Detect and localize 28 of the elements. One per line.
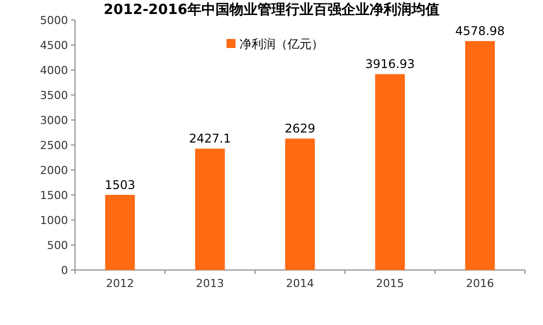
legend-label: 净利润（亿元） <box>240 37 324 51</box>
x-tick-label: 2015 <box>376 277 404 290</box>
x-tick-label: 2016 <box>466 277 494 290</box>
y-tick-label: 5000 <box>40 14 68 27</box>
y-tick-label: 2000 <box>40 164 68 177</box>
y-tick-label: 500 <box>47 239 68 252</box>
x-tick-label: 2013 <box>196 277 224 290</box>
chart-title: 2012-2016年中国物业管理行业百强企业净利润均值 <box>104 1 440 18</box>
bar <box>465 41 495 270</box>
bar <box>195 148 225 270</box>
data-label: 3916.93 <box>365 57 415 72</box>
y-tick-label: 4500 <box>40 39 68 52</box>
y-tick-label: 3000 <box>40 114 68 127</box>
data-label: 2629 <box>284 122 316 136</box>
data-label: 4578.98 <box>455 24 505 38</box>
y-tick-label: 0 <box>61 264 68 277</box>
y-tick-label: 3500 <box>40 89 68 102</box>
data-label: 2427.1 <box>189 132 231 146</box>
bar <box>105 194 135 270</box>
bar <box>285 138 315 270</box>
x-tick-label: 2012 <box>106 277 134 290</box>
data-label: 1503 <box>104 178 136 192</box>
y-tick-label: 2500 <box>40 139 68 152</box>
y-tick-label: 1500 <box>40 189 68 202</box>
y-tick-label: 1000 <box>40 214 68 227</box>
x-tick-label: 2014 <box>286 277 314 290</box>
y-tick-label: 4000 <box>40 64 68 77</box>
bar <box>375 74 405 270</box>
